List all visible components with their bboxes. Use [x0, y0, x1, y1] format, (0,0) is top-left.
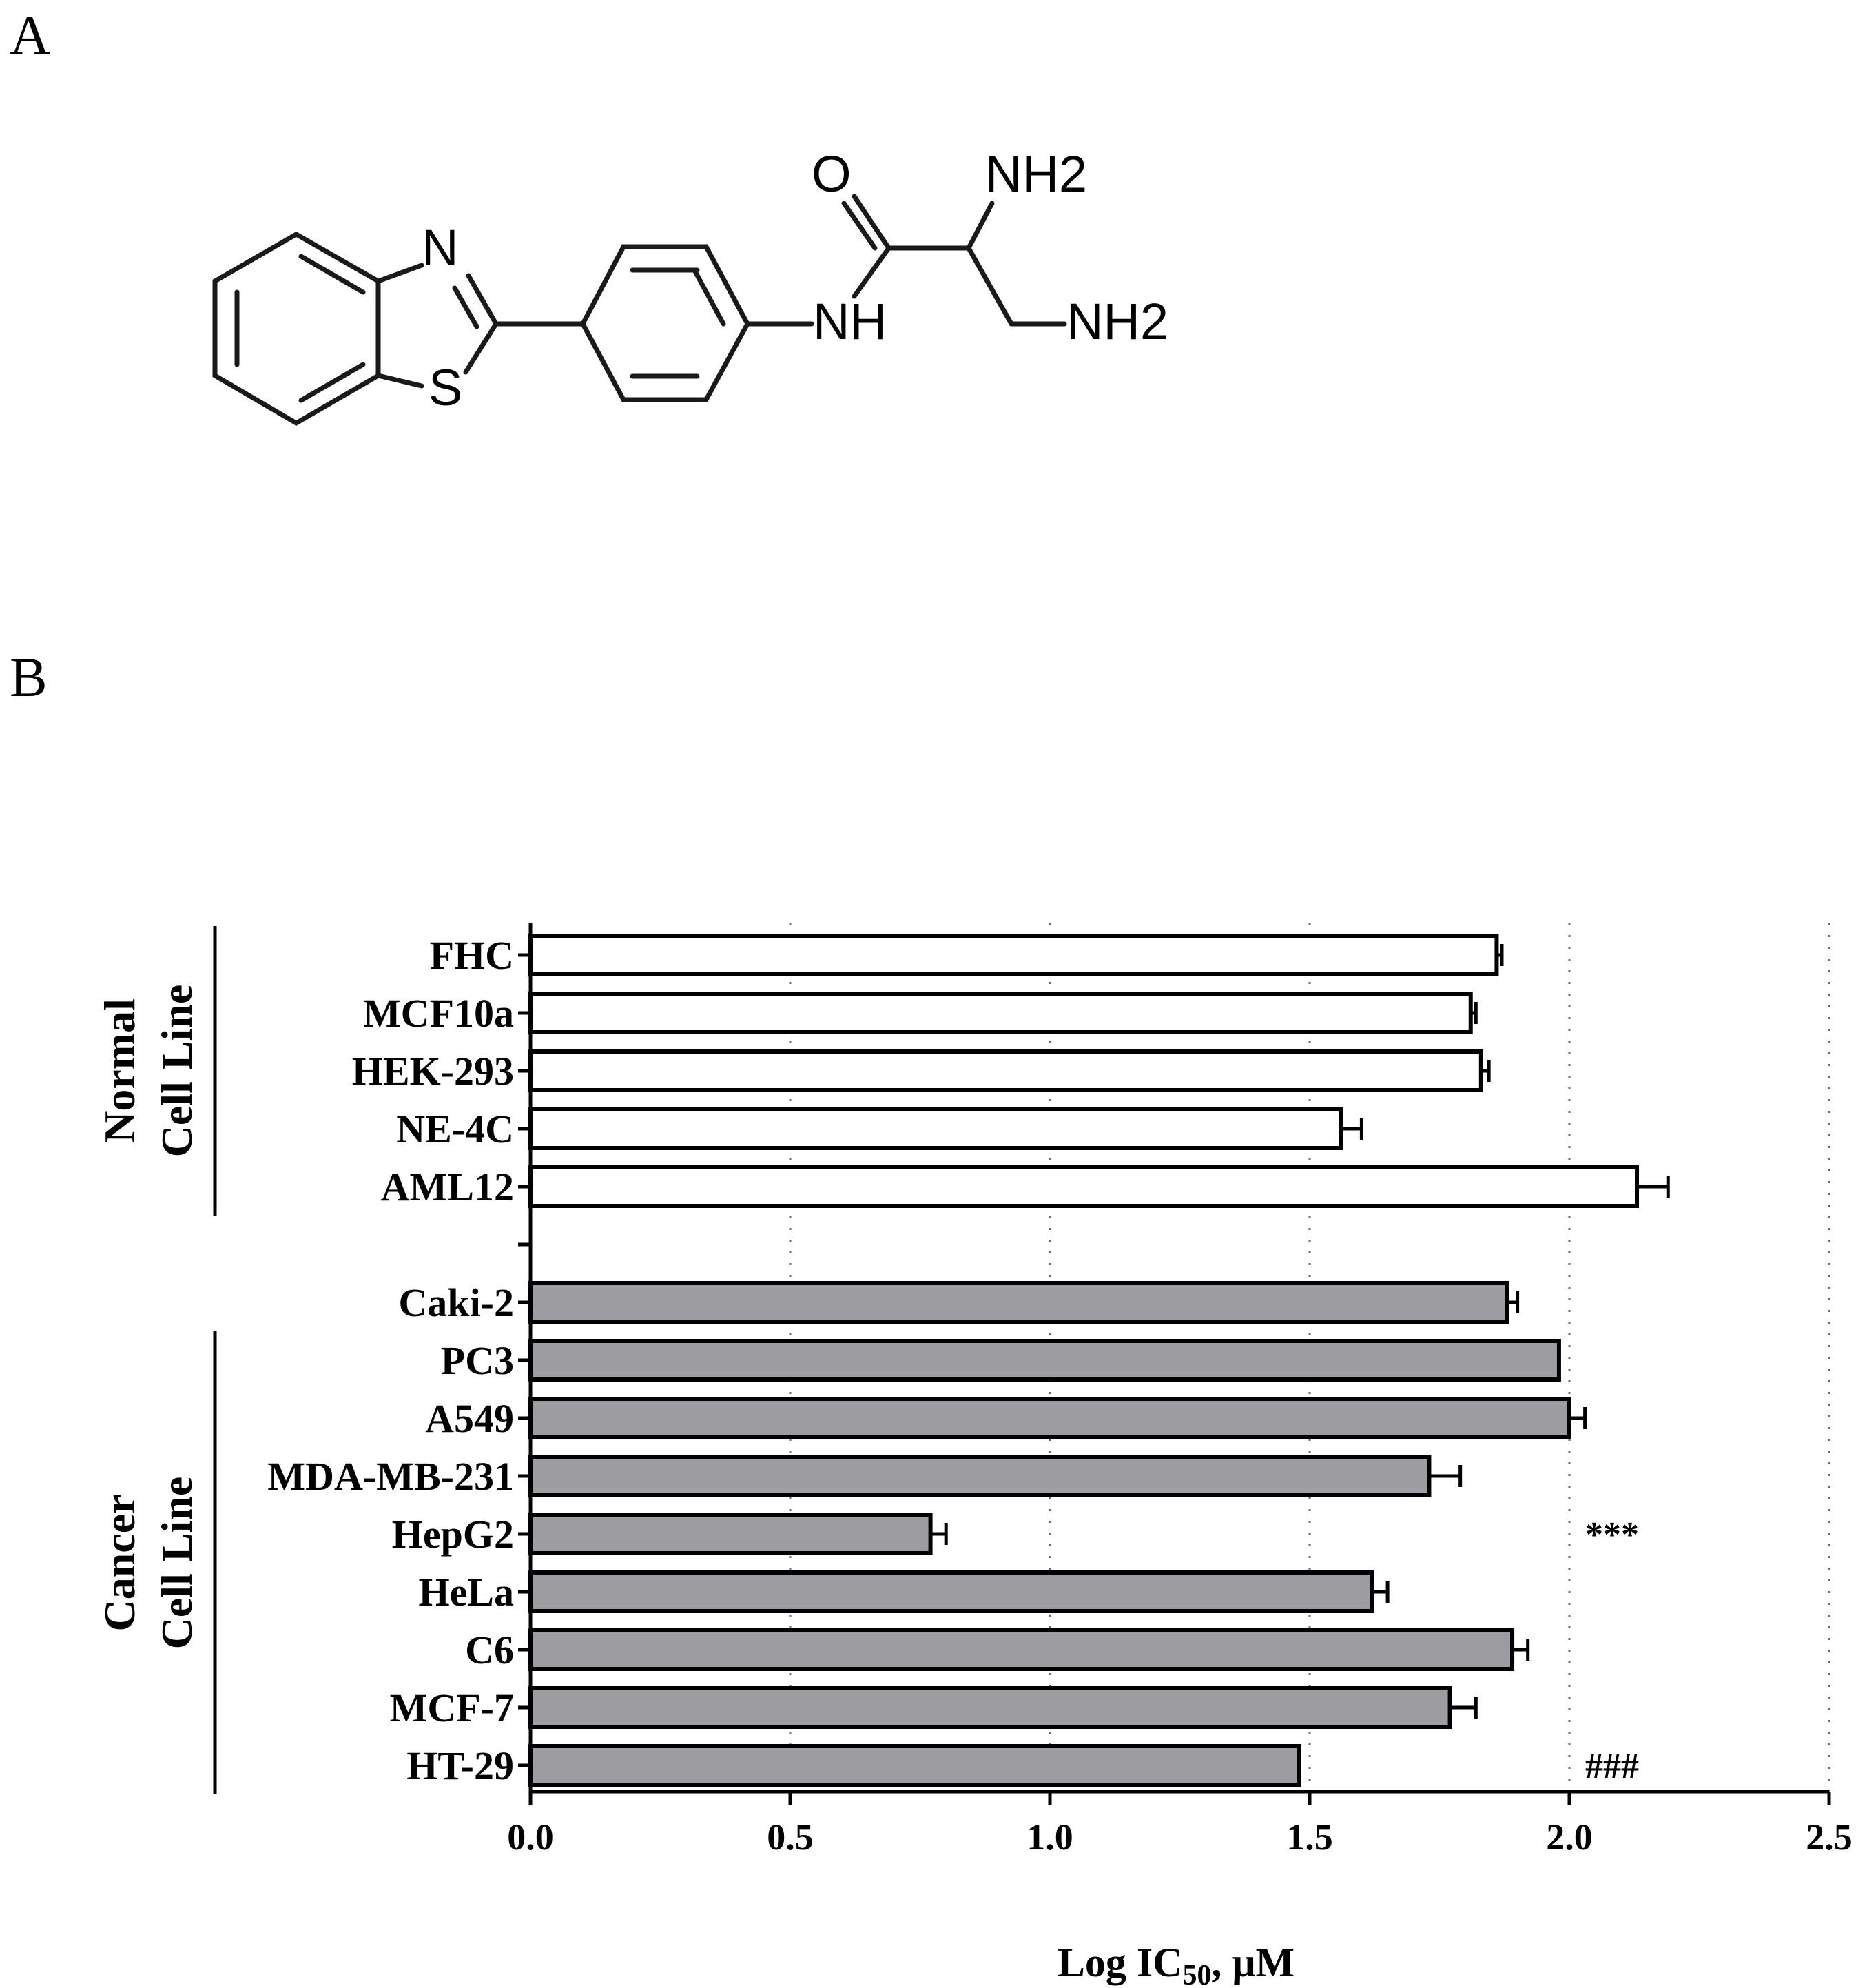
- bar-hek-293: [528, 1049, 1483, 1092]
- bond-c-n: [375, 263, 424, 284]
- category-label-hela: HeLa: [418, 1570, 514, 1615]
- bars: [528, 934, 1640, 1787]
- category-label-ne-4c: NE-4C: [396, 1107, 514, 1151]
- bond-carbonyl-o-double: [841, 201, 878, 251]
- x-tick-label-5: 2.5: [1806, 1816, 1853, 1858]
- bond-c2-s: [463, 321, 499, 375]
- bond-nh-carbonyl: [852, 245, 891, 299]
- axes: [518, 923, 1829, 1794]
- bar-a549: [528, 1397, 1571, 1439]
- bar-ht-29: [528, 1744, 1301, 1787]
- x-tick-label-0: 0.0: [507, 1816, 554, 1858]
- panel-label-b: B: [10, 646, 48, 708]
- category-label-ht-29: HT-29: [406, 1743, 514, 1788]
- bar-aml12: [528, 1165, 1640, 1208]
- x-tick-label-1: 0.5: [767, 1816, 814, 1858]
- panel-label-a: A: [10, 3, 50, 66]
- benzene-ring: [212, 231, 381, 427]
- x-ticks: 0.0 0.5 1.0 1.5 2.0 2.5: [507, 1792, 1853, 1858]
- benzene-inner-bond-3: [298, 362, 366, 403]
- bond-s-c: [375, 373, 424, 389]
- category-label-aml12: AML12: [381, 1165, 514, 1209]
- chemical-structure: N S NH O NH2 NH2: [212, 145, 1168, 427]
- x-axis-title-unit: , μM: [1212, 1940, 1295, 1985]
- bond-n-c2: [466, 273, 499, 327]
- phenyl-inner-bond-3: [692, 267, 726, 327]
- atom-nh2-beta: NH2: [1066, 293, 1168, 350]
- category-label-pc3: PC3: [441, 1338, 514, 1383]
- bar-ne-4c: [528, 1107, 1343, 1150]
- x-tick-label-3: 1.5: [1286, 1816, 1333, 1858]
- annotations: *** ###: [1585, 1515, 1639, 1786]
- category-label-fhc: FHC: [430, 933, 514, 978]
- bond-n-c2-double: [452, 285, 479, 329]
- bar-pc3: [528, 1339, 1561, 1382]
- category-label-mcf-7: MCF-7: [390, 1685, 514, 1730]
- group-label-1-line2: Cell Line: [152, 1477, 201, 1650]
- bar-mcf10a: [528, 992, 1473, 1034]
- bar-fhc: [528, 934, 1499, 976]
- x-axis-title-main: Log IC: [1058, 1940, 1183, 1985]
- x-tick-label-4: 2.0: [1546, 1816, 1593, 1858]
- category-labels: FHC MCF10a HEK-293 NE-4C AML12 Caki-2 PC3 A549 M…: [267, 933, 514, 1788]
- bar-chart: FHC MCF10a HEK-293 NE-4C AML12 Caki-2 PC3 A549 M…: [95, 923, 1853, 1988]
- group-label-0-line2: Cell Line: [152, 985, 201, 1158]
- bar-hela: [528, 1570, 1374, 1613]
- atom-nh-amide: NH: [813, 293, 887, 350]
- bar-mda-mb-231: [528, 1455, 1432, 1497]
- bond-calpha-nh2: [966, 201, 995, 251]
- bar-caki-2: [528, 1281, 1509, 1324]
- x-axis-title: Log IC50, μM: [1058, 1940, 1294, 1988]
- group-label-1-line1: Cancer: [95, 1494, 144, 1631]
- bar-hepg2: [528, 1513, 933, 1555]
- category-label-mda-mb-231: MDA-MB-231: [267, 1454, 514, 1499]
- atom-o-carbonyl: O: [812, 145, 852, 203]
- annotation-ht-29: ###: [1585, 1747, 1639, 1786]
- category-label-a549: A549: [425, 1396, 514, 1441]
- category-label-mcf10a: MCF10a: [363, 991, 514, 1036]
- annotation-hepg2: ***: [1585, 1515, 1639, 1555]
- atom-nh2-alpha: NH2: [985, 145, 1087, 203]
- category-label-c6: C6: [465, 1628, 514, 1672]
- bar-c6: [528, 1628, 1515, 1671]
- x-axis-title-subscript: 50: [1183, 1960, 1212, 1988]
- category-label-hepg2: HepG2: [392, 1512, 514, 1557]
- category-label-caki-2: Caki-2: [398, 1280, 514, 1325]
- bond-calpha-cbeta: [966, 245, 1014, 327]
- category-label-hek-293: HEK-293: [352, 1049, 514, 1094]
- error-bars: [930, 944, 1670, 1719]
- bar-mcf-7: [528, 1686, 1452, 1729]
- x-tick-label-2: 1.0: [1027, 1816, 1073, 1858]
- atom-s-thiazole: S: [429, 359, 462, 416]
- benzene-inner-bond-2: [298, 254, 366, 295]
- atom-n-thiazole: N: [422, 219, 458, 276]
- bond-carbonyl-o: [852, 194, 891, 251]
- group-label-0-line1: Normal: [95, 998, 144, 1143]
